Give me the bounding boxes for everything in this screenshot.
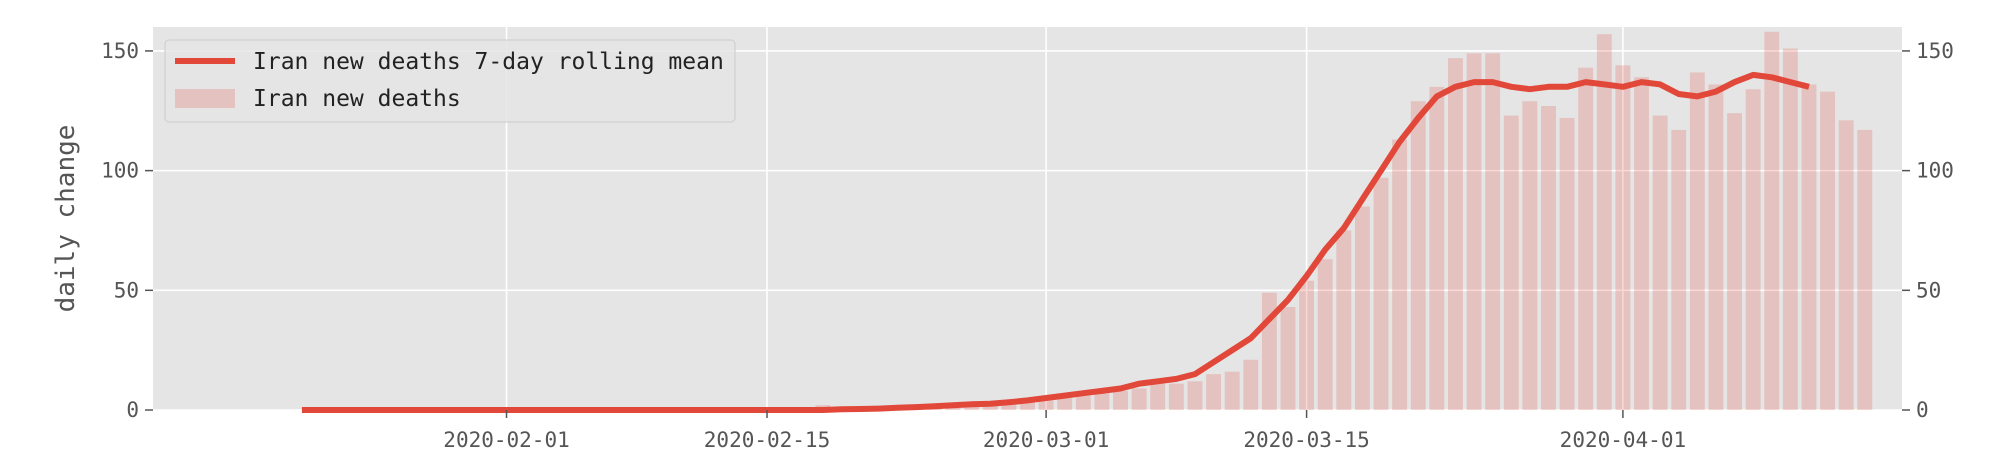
y-axis-label: daily change — [51, 125, 81, 313]
bar — [1596, 34, 1612, 411]
bar — [1038, 400, 1054, 410]
bar — [1150, 383, 1166, 410]
bar — [1410, 101, 1426, 411]
y-tick-label-right: 150 — [1916, 39, 1954, 63]
bar — [1466, 53, 1482, 411]
bar — [1485, 53, 1501, 411]
y-tick-label-left: 100 — [101, 159, 139, 183]
bar — [1652, 115, 1668, 410]
bar — [1373, 177, 1389, 410]
bar — [1541, 105, 1556, 411]
y-tick-label-right: 100 — [1916, 159, 1954, 183]
rolling-mean-line — [301, 71, 1810, 413]
line-series — [301, 71, 1810, 413]
bar — [1764, 31, 1780, 410]
bar — [1820, 91, 1836, 410]
y-tick-label-left: 0 — [126, 398, 139, 422]
bar — [1782, 48, 1798, 410]
x-tick-label: 2020-04-01 — [1560, 428, 1686, 452]
bar — [1299, 280, 1315, 410]
legend-box — [164, 39, 736, 123]
x-tick-label: 2020-03-15 — [1243, 428, 1369, 452]
bar — [1336, 230, 1352, 410]
bar — [1094, 393, 1110, 410]
bar — [1801, 84, 1817, 410]
x-tick-label: 2020-03-01 — [983, 428, 1109, 452]
bar — [1578, 67, 1594, 410]
x-tick-label: 2020-02-01 — [443, 428, 569, 452]
bar — [1168, 383, 1184, 410]
bar — [1727, 113, 1742, 411]
bar — [1429, 86, 1445, 410]
y-tick-label-left: 50 — [114, 278, 139, 302]
legend-label-line: Iran new deaths 7-day rolling mean — [253, 49, 724, 75]
bar — [1615, 65, 1631, 411]
bar — [1224, 371, 1240, 410]
bar — [982, 405, 998, 410]
legend: Iran new deaths 7-day rolling mean Iran n… — [164, 39, 736, 123]
bar — [1075, 395, 1091, 410]
bar — [1113, 390, 1128, 410]
bar — [945, 407, 961, 410]
bar — [1057, 398, 1073, 410]
bar — [1503, 115, 1519, 410]
bar — [1280, 307, 1296, 410]
bar — [964, 405, 980, 410]
legend-label-bar: Iran new deaths — [253, 86, 461, 112]
bar — [1671, 129, 1687, 410]
bar — [1708, 84, 1724, 410]
bar — [1634, 77, 1649, 411]
bar — [1243, 359, 1259, 410]
bar — [1745, 89, 1761, 411]
bar — [1187, 381, 1203, 410]
bar — [1317, 259, 1333, 410]
bar — [1838, 120, 1854, 410]
legend-bar-swatch — [175, 89, 235, 108]
y-tick-label-right: 50 — [1916, 278, 1941, 302]
bar — [1857, 129, 1873, 410]
bar-series — [815, 31, 1873, 411]
bar — [1001, 402, 1017, 410]
bar — [1206, 374, 1222, 410]
y-tick-label-right: 0 — [1916, 398, 1929, 422]
bar — [1559, 117, 1575, 411]
bar — [1448, 58, 1463, 411]
y-tick-label-left: 150 — [101, 39, 139, 63]
x-tick-label: 2020-02-15 — [704, 428, 830, 452]
bar — [1392, 139, 1408, 410]
axes: 0 0 50 50 100 100 150 150 2020-02-01 2020-02-15 20… — [101, 39, 1954, 452]
bar — [1522, 101, 1538, 411]
bar — [1354, 206, 1370, 410]
bar — [1020, 400, 1035, 410]
bar — [1689, 72, 1705, 410]
bar — [1131, 388, 1147, 410]
